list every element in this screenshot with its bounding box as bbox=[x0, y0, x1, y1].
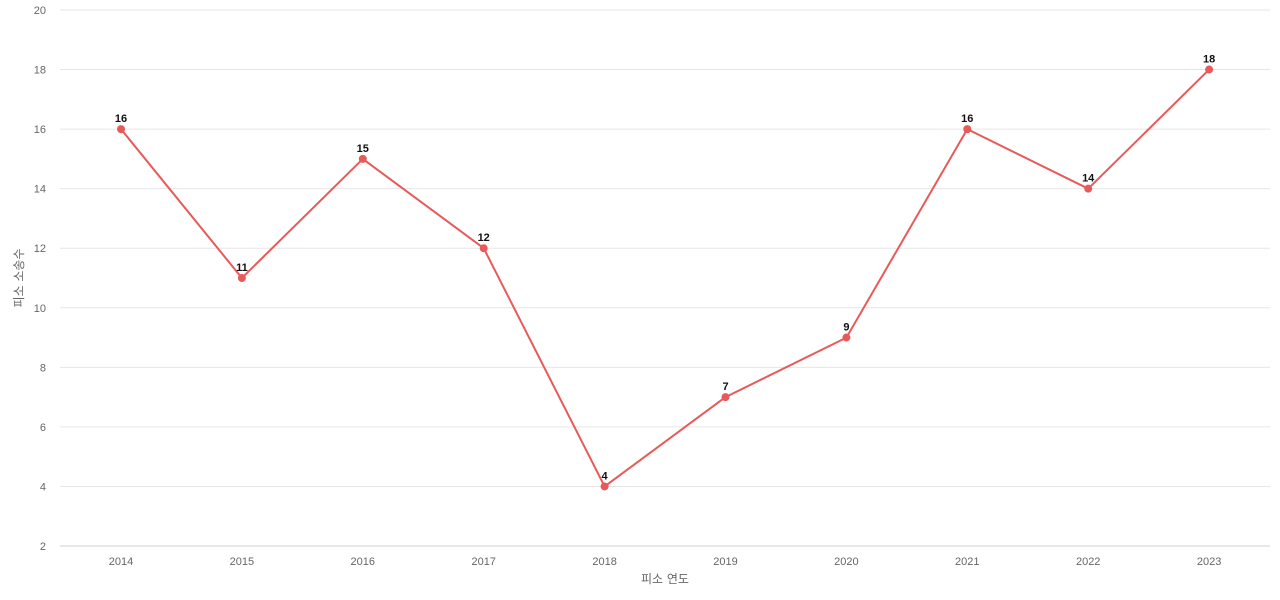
data-label: 14 bbox=[1082, 173, 1095, 185]
x-tick-label: 2015 bbox=[230, 556, 254, 568]
data-point[interactable] bbox=[117, 125, 125, 134]
data-label: 16 bbox=[115, 113, 127, 125]
y-tick-label: 6 bbox=[40, 422, 46, 434]
x-tick-label: 2018 bbox=[592, 556, 616, 568]
data-point[interactable] bbox=[358, 154, 367, 163]
series-line bbox=[120, 68, 1210, 488]
x-tick-label: 2021 bbox=[955, 556, 979, 568]
data-label: 11 bbox=[236, 262, 248, 274]
data-point[interactable] bbox=[600, 482, 609, 491]
data-point[interactable] bbox=[963, 125, 972, 134]
data-point[interactable] bbox=[842, 333, 851, 342]
x-tick-label: 2020 bbox=[834, 556, 858, 568]
data-label: 12 bbox=[478, 232, 490, 244]
data-label: 4 bbox=[602, 470, 609, 482]
x-axis-title: 피소 연도 bbox=[641, 572, 689, 586]
data-label: 18 bbox=[1203, 54, 1215, 66]
x-tick-label: 2022 bbox=[1076, 556, 1100, 568]
y-tick-label: 16 bbox=[34, 124, 46, 136]
data-labels: 16 11 15 12 4 7 9 16 14 18 bbox=[115, 54, 1215, 483]
data-label: 16 bbox=[961, 113, 973, 125]
data-point[interactable] bbox=[1084, 184, 1093, 193]
data-point[interactable] bbox=[479, 244, 488, 253]
data-point[interactable] bbox=[237, 274, 246, 282]
data-label: 9 bbox=[843, 322, 849, 334]
y-axis-title: 피소 소송수 bbox=[12, 248, 26, 307]
x-tick-label: 2023 bbox=[1197, 556, 1221, 568]
y-tick-label: 18 bbox=[34, 65, 46, 77]
grid-lines bbox=[60, 9, 1270, 547]
y-tick-label: 8 bbox=[40, 362, 46, 374]
y-tick-label: 14 bbox=[34, 184, 46, 196]
series-group bbox=[117, 65, 1214, 491]
data-point[interactable] bbox=[721, 393, 730, 402]
x-axis-ticks: 2014 2015 2016 2017 2018 2019 2020 2021 2022 2023 bbox=[109, 556, 1222, 568]
x-tick-label: 2014 bbox=[109, 556, 133, 568]
data-label: 15 bbox=[357, 143, 369, 155]
y-tick-label: 2 bbox=[40, 541, 46, 553]
y-tick-label: 10 bbox=[34, 303, 46, 315]
x-tick-label: 2017 bbox=[471, 556, 495, 568]
y-tick-label: 20 bbox=[34, 5, 46, 17]
data-point[interactable] bbox=[1205, 65, 1214, 74]
y-tick-label: 12 bbox=[34, 243, 46, 255]
y-tick-label: 4 bbox=[40, 481, 46, 493]
x-tick-label: 2016 bbox=[351, 556, 375, 568]
data-label: 7 bbox=[722, 381, 728, 393]
x-tick-label: 2019 bbox=[713, 556, 737, 568]
y-axis-ticks: 2 4 6 8 10 12 14 16 18 20 bbox=[34, 5, 46, 553]
